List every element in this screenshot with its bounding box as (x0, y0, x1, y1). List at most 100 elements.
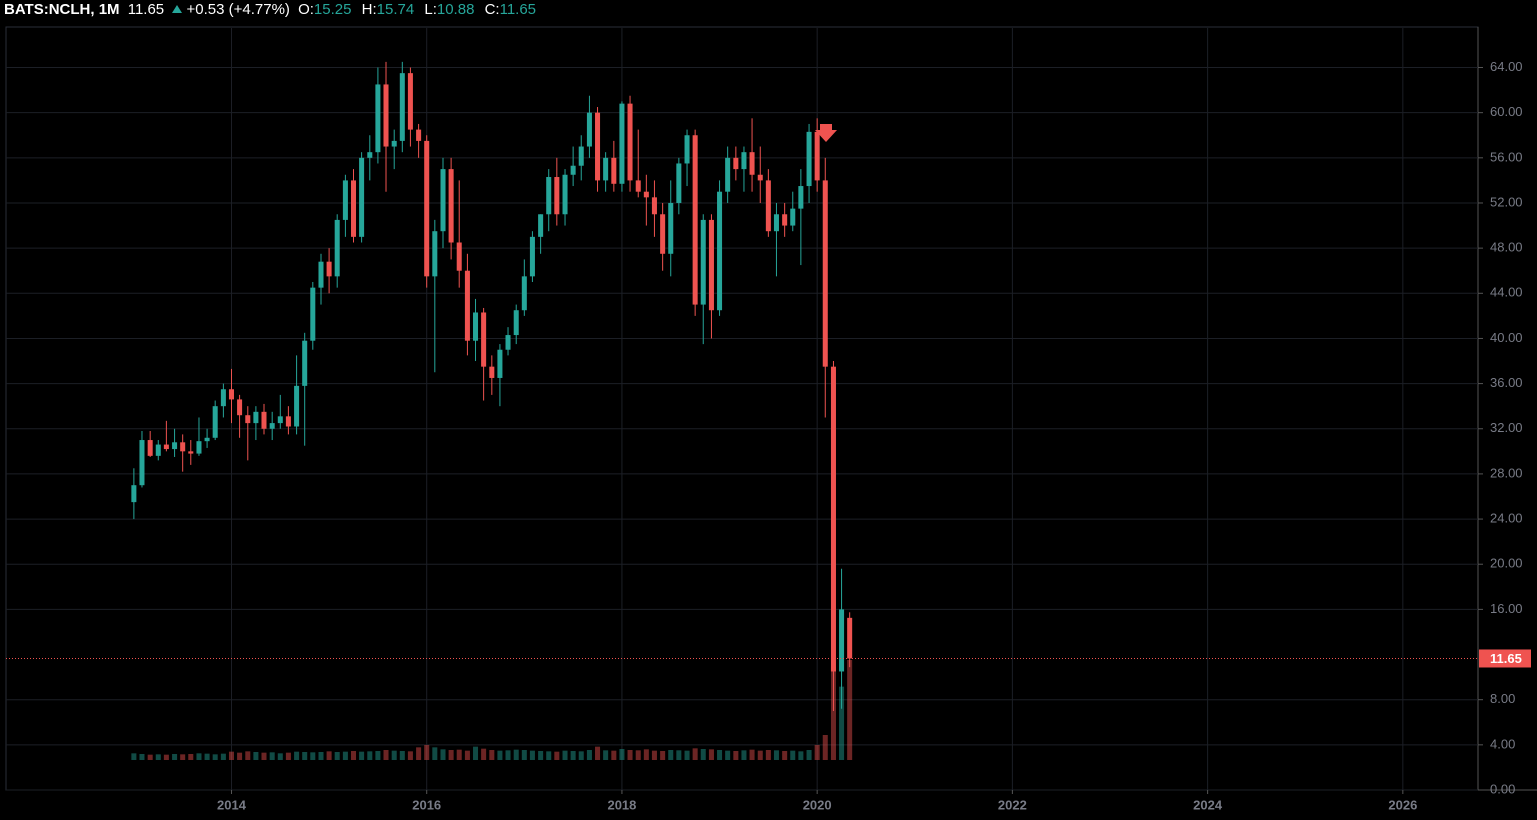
candle-body (350, 180, 357, 237)
volume-bar (627, 750, 633, 760)
volume-bar (570, 751, 576, 760)
candle-body (131, 485, 137, 503)
volume-bar (407, 751, 413, 760)
candle-body (440, 169, 446, 232)
volume-bar (383, 750, 389, 760)
candle-body (790, 208, 796, 226)
candle-body (635, 180, 641, 192)
x-tick-label: 2022 (998, 797, 1027, 812)
candle-body (611, 157, 617, 184)
candle-body (578, 146, 584, 166)
volume-bar (839, 686, 845, 760)
candle-body (326, 261, 332, 277)
y-tick-label: 32.00 (1490, 420, 1523, 435)
x-tick-label: 2024 (1193, 797, 1223, 812)
candle-body (505, 335, 511, 350)
volume-bar (578, 751, 584, 760)
volume-pane (131, 660, 853, 760)
last-price-tag (1479, 649, 1531, 668)
last: 11.65 (127, 1, 165, 18)
volume-bar (391, 750, 397, 760)
volume-bar (448, 750, 454, 760)
candle-body (521, 276, 527, 311)
y-tick-label: 44.00 (1490, 285, 1523, 300)
candle-body (237, 399, 243, 416)
volume-bar (643, 749, 649, 760)
candle-body (302, 340, 308, 386)
symbol: BATS:NCLH, 1M (4, 1, 120, 18)
volume-bar (269, 752, 275, 760)
volume-bar (554, 751, 560, 760)
candles (131, 61, 853, 711)
volume-bar (220, 753, 226, 760)
candle-body (765, 180, 771, 232)
candle-body (212, 406, 218, 438)
volume-bar (798, 751, 804, 760)
candle-body (245, 415, 251, 424)
volume-bar (204, 753, 210, 760)
candle-body (334, 219, 340, 277)
y-tick-label: 40.00 (1490, 330, 1523, 345)
volume-bar (757, 750, 763, 760)
y-tick-label: 0.00 (1490, 781, 1515, 796)
volume-bar (651, 750, 657, 760)
candle-body (847, 617, 853, 659)
volume-bar (253, 752, 259, 760)
volume-bar (464, 750, 470, 760)
volume-bar (212, 754, 218, 760)
candle-body (822, 180, 828, 367)
candle-body (497, 349, 503, 378)
y-tick-label: 8.00 (1490, 691, 1515, 706)
volume-bar (619, 749, 625, 760)
volume-bar (733, 751, 739, 760)
volume-bar (261, 752, 267, 760)
candle-body (416, 129, 422, 141)
y-tick-label: 20.00 (1490, 556, 1523, 571)
candle-body (383, 84, 389, 147)
candle-body (375, 84, 381, 153)
x-tick-label: 2018 (607, 797, 636, 812)
candle-body (359, 157, 365, 237)
volume-bar (440, 749, 446, 760)
y-tick-label: 28.00 (1490, 465, 1523, 480)
y-tick-label: 16.00 (1490, 601, 1523, 616)
volume-bar (538, 751, 544, 760)
candle-body (603, 157, 609, 181)
volume-bar (473, 746, 479, 760)
candle-body (538, 214, 544, 237)
volume-bar (684, 750, 690, 760)
up-arrow (172, 5, 183, 13)
close-value: 11.65 (499, 1, 537, 18)
volume-bar (172, 754, 178, 760)
candle-body (554, 177, 560, 215)
high-label: H: (361, 1, 377, 18)
candle-body (586, 112, 592, 147)
volume-bar (595, 746, 601, 760)
candle-body (318, 261, 324, 288)
candle-body (708, 219, 714, 311)
candle-body (155, 444, 161, 456)
volume-bar (611, 750, 617, 760)
candle-body (172, 442, 178, 450)
volume-bar (749, 749, 755, 760)
volume-bar (310, 752, 316, 760)
candle-body (367, 152, 373, 158)
y-tick-label: 60.00 (1490, 104, 1523, 119)
volume-bar (416, 747, 422, 760)
candle-body (139, 440, 145, 486)
y-tick-label: 24.00 (1490, 511, 1523, 526)
y-tick-label: 64.00 (1490, 59, 1523, 74)
volume-bar (424, 745, 430, 760)
volume-bar (497, 750, 503, 760)
volume-bar (489, 750, 495, 760)
volume-bar (562, 750, 568, 760)
candle-body (180, 442, 186, 452)
volume-bar (847, 660, 853, 760)
volume-bar (399, 751, 405, 760)
volume-bar (131, 753, 137, 760)
candle-body (773, 214, 779, 232)
candle-body (733, 157, 739, 170)
candle-body (529, 236, 535, 277)
high-value: 15.74 (376, 1, 415, 18)
volume-bar (708, 749, 714, 760)
